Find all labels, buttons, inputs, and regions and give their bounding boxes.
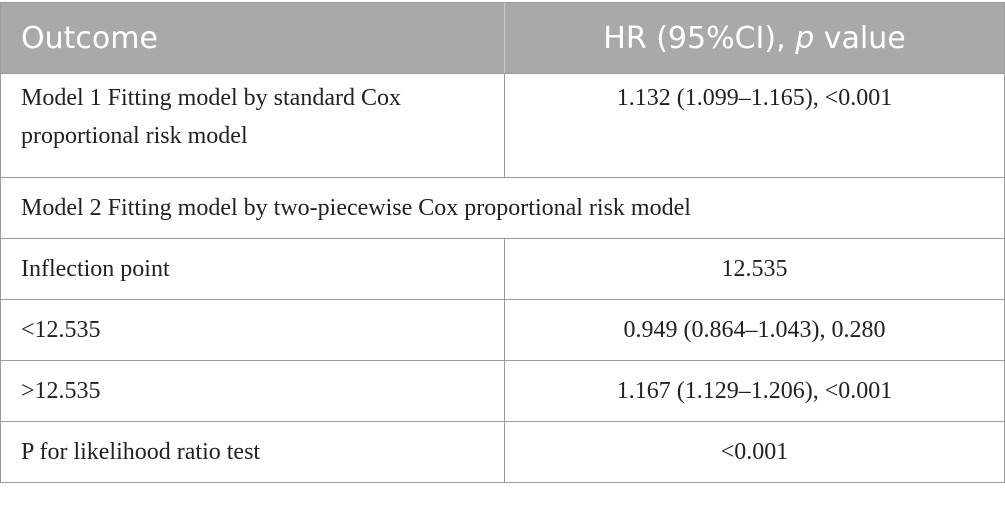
section-label: Model 2 Fitting model by two-piecewise C… — [0, 177, 1005, 239]
row-value: 1.167 (1.129–1.206), <0.001 — [504, 360, 1005, 422]
row-value: 12.535 — [504, 238, 1005, 300]
table-row: Inflection point 12.535 — [0, 238, 1005, 300]
row-label: <12.535 — [0, 299, 505, 361]
results-table: Outcome HR (95%CI), p value Model 1 Fitt… — [0, 2, 1005, 483]
row-value: <0.001 — [504, 421, 1005, 483]
row-value: 0.949 (0.864–1.043), 0.280 — [504, 299, 1005, 361]
table-row: P for likelihood ratio test <0.001 — [0, 421, 1005, 483]
table-row: Model 1 Fitting model by standard Cox pr… — [0, 73, 1005, 178]
header-outcome: Outcome — [0, 2, 505, 74]
row-label: Inflection point — [0, 238, 505, 300]
table-header-row: Outcome HR (95%CI), p value — [0, 2, 1005, 74]
header-hr-prefix: HR (95%CI), — [603, 20, 796, 56]
header-hr-suffix: value — [814, 20, 906, 56]
header-hr-p: p — [795, 20, 815, 56]
table-row: >12.535 1.167 (1.129–1.206), <0.001 — [0, 360, 1005, 422]
row-value: 1.132 (1.099–1.165), <0.001 — [504, 73, 1005, 178]
row-label: Model 1 Fitting model by standard Cox pr… — [0, 73, 505, 178]
table-row: <12.535 0.949 (0.864–1.043), 0.280 — [0, 299, 1005, 361]
table-row-section: Model 2 Fitting model by two-piecewise C… — [0, 177, 1005, 239]
header-hr: HR (95%CI), p value — [504, 2, 1005, 74]
row-label: >12.535 — [0, 360, 505, 422]
row-label: P for likelihood ratio test — [0, 421, 505, 483]
